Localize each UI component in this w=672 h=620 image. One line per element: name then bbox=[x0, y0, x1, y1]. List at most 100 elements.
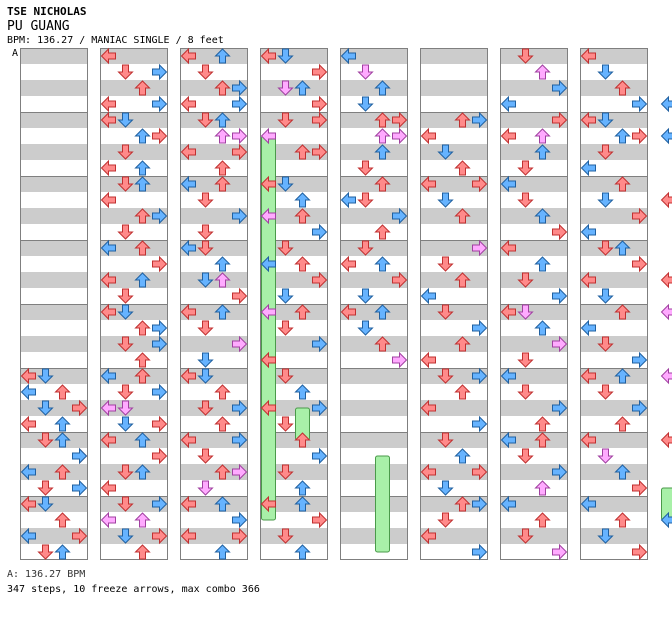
step-arrow-up bbox=[214, 160, 231, 176]
beat-stripe bbox=[260, 368, 328, 384]
step-arrow-right bbox=[152, 495, 168, 513]
beat-stripe bbox=[20, 80, 88, 96]
beat-stripe bbox=[180, 208, 248, 224]
step-arrow-left bbox=[180, 367, 196, 385]
step-arrow-up bbox=[294, 432, 311, 448]
step-arrow-right bbox=[232, 511, 248, 529]
step-arrow-right bbox=[312, 143, 328, 161]
step-arrow-down bbox=[37, 544, 54, 560]
beat-stripe bbox=[340, 48, 408, 64]
step-arrow-right bbox=[472, 415, 488, 433]
step-arrow-down bbox=[277, 368, 294, 384]
step-arrow-left bbox=[420, 399, 436, 417]
step-arrow-down bbox=[37, 368, 54, 384]
step-arrow-down bbox=[437, 480, 454, 496]
step-arrow-left bbox=[500, 431, 516, 449]
step-arrow-right bbox=[552, 287, 568, 305]
step-arrow-down bbox=[277, 240, 294, 256]
step-arrow-down bbox=[357, 288, 374, 304]
step-arrow-right bbox=[312, 271, 328, 289]
beat-stripe bbox=[260, 432, 328, 448]
beat-stripe bbox=[20, 144, 88, 160]
step-arrow-right bbox=[632, 207, 648, 225]
step-arrow-up bbox=[534, 208, 551, 224]
beat-stripe bbox=[100, 176, 168, 192]
beat-stripe bbox=[580, 80, 648, 96]
step-arrow-right bbox=[312, 95, 328, 113]
step-arrow-up bbox=[134, 320, 151, 336]
step-arrow-left bbox=[260, 399, 276, 417]
freeze-arrow bbox=[261, 135, 276, 521]
beat-stripe bbox=[100, 304, 168, 320]
step-arrow-down bbox=[117, 464, 134, 480]
beat-stripe bbox=[580, 496, 648, 512]
step-arrow-left bbox=[100, 239, 116, 257]
beat-stripe bbox=[100, 368, 168, 384]
step-arrow-down bbox=[197, 192, 214, 208]
column-border bbox=[580, 48, 648, 560]
step-arrow-right bbox=[472, 239, 488, 257]
freeze-arrow bbox=[375, 455, 390, 553]
artist-name: TSE NICHOLAS bbox=[7, 5, 87, 18]
beat-stripe bbox=[340, 240, 408, 256]
beat-stripe bbox=[500, 144, 568, 160]
step-arrow-right bbox=[632, 479, 648, 497]
step-arrow-left bbox=[180, 143, 196, 161]
step-arrow-up bbox=[134, 80, 151, 96]
step-arrow-up bbox=[134, 368, 151, 384]
step-arrow-left bbox=[660, 127, 672, 145]
step-arrow-up bbox=[534, 256, 551, 272]
beat-stripe bbox=[580, 144, 648, 160]
step-arrow-left bbox=[100, 479, 116, 497]
step-arrow-down bbox=[277, 288, 294, 304]
chart-column bbox=[580, 48, 648, 560]
step-arrow-up bbox=[294, 208, 311, 224]
step-arrow-up bbox=[134, 272, 151, 288]
step-arrow-down bbox=[597, 64, 614, 80]
step-arrow-right bbox=[472, 463, 488, 481]
step-arrow-up bbox=[214, 128, 231, 144]
beat-stripe bbox=[420, 208, 488, 224]
step-arrow-left bbox=[580, 495, 596, 513]
step-arrow-up bbox=[294, 480, 311, 496]
step-arrow-left bbox=[20, 463, 36, 481]
step-arrow-left bbox=[580, 111, 596, 129]
beat-stripe bbox=[500, 496, 568, 512]
step-arrow-left bbox=[420, 463, 436, 481]
step-arrow-up bbox=[214, 272, 231, 288]
step-arrow-left bbox=[340, 191, 356, 209]
step-arrow-up bbox=[294, 496, 311, 512]
step-arrow-down bbox=[37, 432, 54, 448]
step-arrow-down bbox=[357, 64, 374, 80]
step-arrow-up bbox=[454, 208, 471, 224]
step-arrow-left bbox=[260, 255, 276, 273]
step-arrow-left bbox=[180, 303, 196, 321]
beat-stripe bbox=[420, 400, 488, 416]
beat-stripe bbox=[340, 272, 408, 288]
step-arrow-left bbox=[260, 351, 276, 369]
step-arrow-down bbox=[517, 304, 534, 320]
chart-column bbox=[500, 48, 568, 560]
step-arrow-down bbox=[437, 192, 454, 208]
step-arrow-right bbox=[392, 127, 408, 145]
step-arrow-left bbox=[100, 47, 116, 65]
step-arrow-up bbox=[54, 544, 71, 560]
step-arrow-down bbox=[197, 320, 214, 336]
step-arrow-left bbox=[580, 367, 596, 385]
beat-stripe bbox=[420, 464, 488, 480]
beat-stripe bbox=[260, 272, 328, 288]
step-arrow-down bbox=[117, 304, 134, 320]
beat-stripe bbox=[340, 528, 408, 544]
step-arrow-left bbox=[100, 367, 116, 385]
step-arrow-up bbox=[614, 512, 631, 528]
step-arrow-down bbox=[37, 480, 54, 496]
step-arrow-right bbox=[392, 207, 408, 225]
beat-stripe bbox=[340, 304, 408, 320]
step-arrow-left bbox=[180, 47, 196, 65]
step-arrow-right bbox=[312, 223, 328, 241]
beat-stripe bbox=[420, 496, 488, 512]
chart-column bbox=[100, 48, 168, 560]
beat-stripe bbox=[340, 432, 408, 448]
step-arrow-left bbox=[340, 255, 356, 273]
beat-stripe bbox=[340, 80, 408, 96]
